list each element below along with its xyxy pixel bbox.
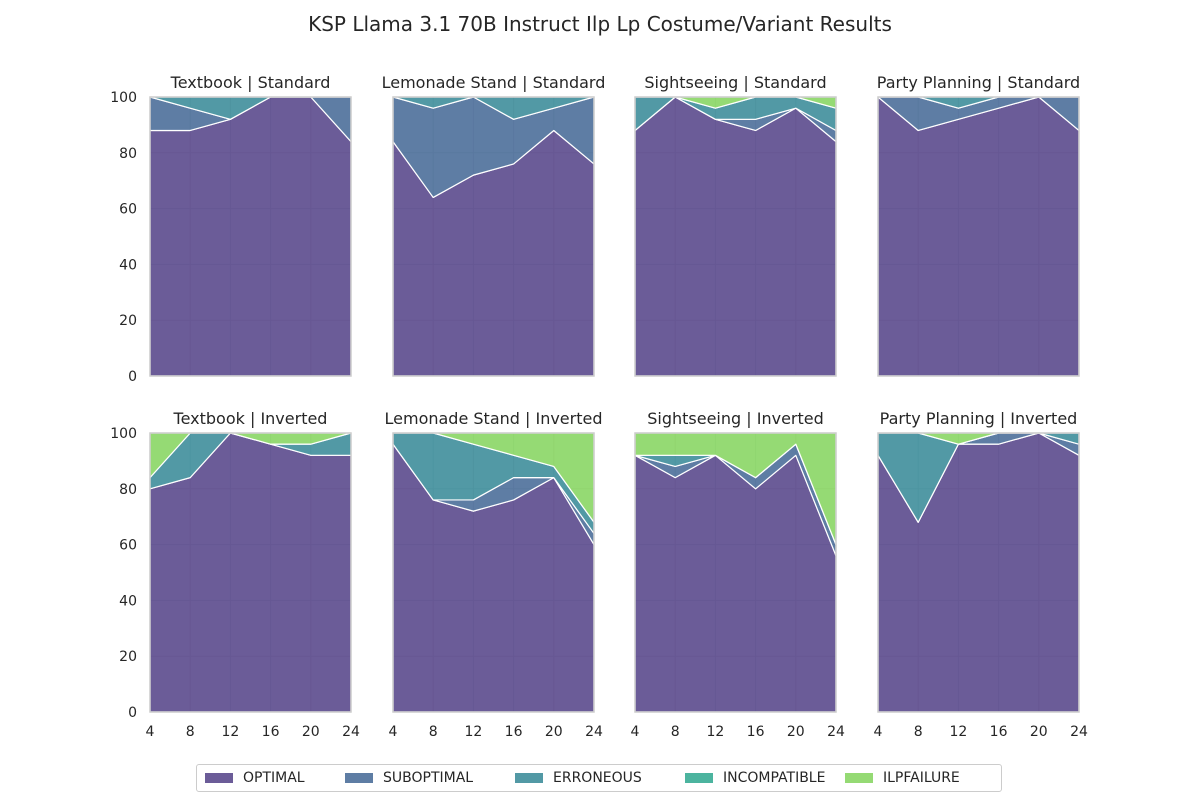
x-tick-label: 16 xyxy=(505,724,523,740)
subplot-title: Party Planning | Inverted xyxy=(880,409,1078,428)
legend-label-erroneous: ERRONEOUS xyxy=(553,770,642,786)
subplot-5: Textbook | Inverted 0 20 40 60 80 100 4 8 12 16 20 2… xyxy=(110,409,360,740)
x-tick-label: 4 xyxy=(389,724,398,740)
plot-frame xyxy=(392,432,595,713)
y-tick-label: 40 xyxy=(119,257,137,273)
x-tick-label: 12 xyxy=(221,724,239,740)
subplot-title: Sightseeing | Standard xyxy=(644,73,826,92)
subplot-title: Party Planning | Standard xyxy=(877,73,1080,92)
subplot-title: Lemonade Stand | Standard xyxy=(382,73,606,92)
x-tick-label: 24 xyxy=(585,724,603,740)
x-tick-label: 24 xyxy=(827,724,845,740)
x-tick-label: 4 xyxy=(631,724,640,740)
x-tick-label: 8 xyxy=(671,724,680,740)
subplot-1: Textbook | Standard 0 20 40 60 80 100 xyxy=(110,73,352,385)
y-tick-label: 0 xyxy=(128,369,137,385)
area-optimal xyxy=(877,96,1080,377)
y-tick-label: 80 xyxy=(119,482,137,498)
subplot-8: Party Planning | Inverted 4 8 12 16 20 24 xyxy=(874,409,1088,740)
plot-frame xyxy=(634,432,837,713)
legend-swatch-incompatible xyxy=(685,773,713,783)
legend-item-incompatible: INCOMPATIBLE xyxy=(685,770,845,786)
subplot-title: Textbook | Standard xyxy=(170,73,331,92)
x-tick-label: 12 xyxy=(706,724,724,740)
legend-label-ilpfailure: ILPFAILURE xyxy=(883,770,960,786)
legend-swatch-ilpfailure xyxy=(845,773,873,783)
plot-frame xyxy=(877,432,1080,713)
y-tick-label: 60 xyxy=(119,538,137,554)
legend: OPTIMAL SUBOPTIMAL ERRONEOUS INCOMPATIBL… xyxy=(196,764,1002,792)
figure-title: KSP Llama 3.1 70B Instruct Ilp Lp Costum… xyxy=(308,12,892,36)
plot-frame xyxy=(149,432,352,713)
x-tick-label: 4 xyxy=(874,724,883,740)
subplot-4: Party Planning | Standard xyxy=(877,73,1080,377)
y-tick-label: 100 xyxy=(110,426,137,442)
legend-item-optimal: OPTIMAL xyxy=(205,770,345,786)
y-tick-label: 0 xyxy=(128,705,137,721)
y-tick-label: 20 xyxy=(119,649,137,665)
y-tick-label: 80 xyxy=(119,146,137,162)
legend-item-erroneous: ERRONEOUS xyxy=(515,770,685,786)
subplot-6: Lemonade Stand | Inverted 4 8 12 16 20 24 xyxy=(385,409,603,740)
area-optimal xyxy=(634,96,837,377)
plot-frame xyxy=(877,96,1080,377)
legend-item-suboptimal: SUBOPTIMAL xyxy=(345,770,515,786)
x-tick-label: 24 xyxy=(1070,724,1088,740)
x-tick-label: 16 xyxy=(262,724,280,740)
subplot-3: Sightseeing | Standard xyxy=(634,73,837,377)
legend-swatch-erroneous xyxy=(515,773,543,783)
y-tick-label: 20 xyxy=(119,313,137,329)
x-tick-label: 20 xyxy=(302,724,320,740)
x-tick-label: 8 xyxy=(429,724,438,740)
subplot-2: Lemonade Stand | Standard xyxy=(382,73,606,377)
x-tick-label: 20 xyxy=(545,724,563,740)
x-tick-label: 12 xyxy=(464,724,482,740)
subplot-title: Lemonade Stand | Inverted xyxy=(385,409,603,428)
x-tick-label: 12 xyxy=(949,724,967,740)
y-tick-label: 60 xyxy=(119,202,137,218)
legend-label-incompatible: INCOMPATIBLE xyxy=(723,770,826,786)
legend-item-ilpfailure: ILPFAILURE xyxy=(845,770,985,786)
x-tick-label: 20 xyxy=(1030,724,1048,740)
plot-frame xyxy=(634,96,837,377)
x-tick-label: 20 xyxy=(787,724,805,740)
legend-swatch-optimal xyxy=(205,773,233,783)
y-tick-label: 100 xyxy=(110,90,137,106)
subplot-title: Textbook | Inverted xyxy=(173,409,328,428)
x-tick-label: 24 xyxy=(342,724,360,740)
legend-label-optimal: OPTIMAL xyxy=(243,770,305,786)
x-tick-label: 16 xyxy=(747,724,765,740)
legend-swatch-suboptimal xyxy=(345,773,373,783)
area-optimal xyxy=(149,96,352,377)
subplot-7: Sightseeing | Inverted 4 8 12 16 20 24 xyxy=(631,409,845,740)
legend-label-suboptimal: SUBOPTIMAL xyxy=(383,770,474,786)
plot-frame xyxy=(149,96,352,377)
x-tick-label: 16 xyxy=(990,724,1008,740)
y-tick-label: 40 xyxy=(119,593,137,609)
plot-frame xyxy=(392,96,595,377)
x-tick-label: 8 xyxy=(914,724,923,740)
subplot-title: Sightseeing | Inverted xyxy=(647,409,824,428)
area-optimal xyxy=(634,454,837,713)
x-tick-label: 8 xyxy=(186,724,195,740)
x-tick-label: 4 xyxy=(146,724,155,740)
